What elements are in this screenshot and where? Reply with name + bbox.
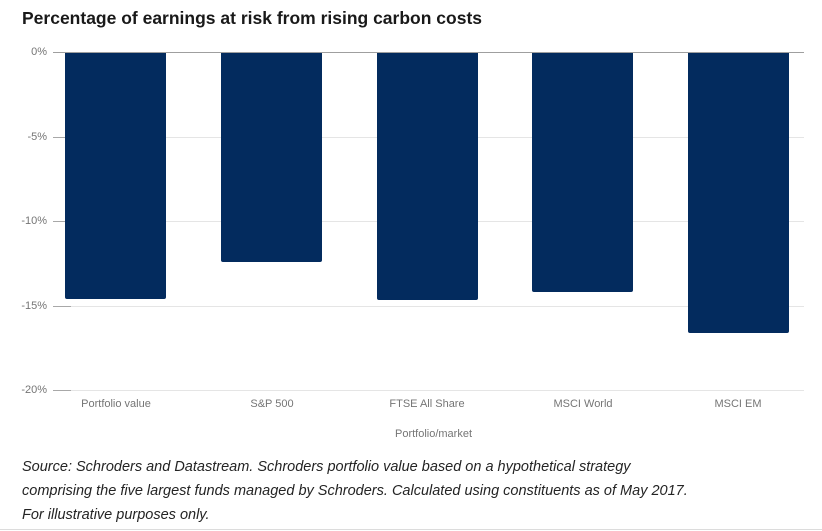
- x-axis-title: Portfolio/market: [394, 428, 473, 440]
- y-tick-mark: [53, 306, 71, 307]
- x-tick-label: Portfolio value: [81, 398, 151, 410]
- gridline: [63, 390, 804, 391]
- x-tick-label: MSCI EM: [714, 398, 762, 410]
- y-tick-mark: [53, 390, 71, 391]
- bar-msci-em: [688, 53, 789, 333]
- x-tick-label: S&P 500: [250, 398, 294, 410]
- chart-title: Percentage of earnings at risk from risi…: [22, 8, 482, 28]
- source-note-line: comprising the five largest funds manage…: [22, 483, 688, 499]
- y-tick-label: 0%: [31, 46, 47, 58]
- y-tick-label: -10%: [21, 215, 47, 227]
- source-note-line: Source: Schroders and Datastream. Schrod…: [22, 459, 631, 475]
- source-note-line: For illustrative purposes only.: [22, 507, 210, 523]
- y-tick-label: -15%: [21, 300, 47, 312]
- gridline: [63, 306, 804, 307]
- y-tick-label: -20%: [21, 384, 47, 396]
- bar-s-p-500: [221, 53, 322, 262]
- bottom-divider: [0, 529, 822, 530]
- source-note: Source: Schroders and Datastream. Schrod…: [22, 455, 814, 527]
- y-tick-mark: [53, 221, 71, 222]
- x-tick-label: FTSE All Share: [389, 398, 465, 410]
- bar-chart-plot-area: 0% -5% -10% -15% -20% Portfolio value S&P 500 F…: [21, 46, 816, 440]
- y-tick-label: -5%: [27, 131, 47, 143]
- y-tick-mark: [53, 137, 71, 138]
- bar-ftse-all-share: [377, 53, 478, 300]
- zero-axis-line: [53, 52, 804, 53]
- x-tick-label: MSCI World: [553, 398, 613, 410]
- bar-portfolio-value: [65, 53, 166, 299]
- bar-msci-world: [532, 53, 633, 292]
